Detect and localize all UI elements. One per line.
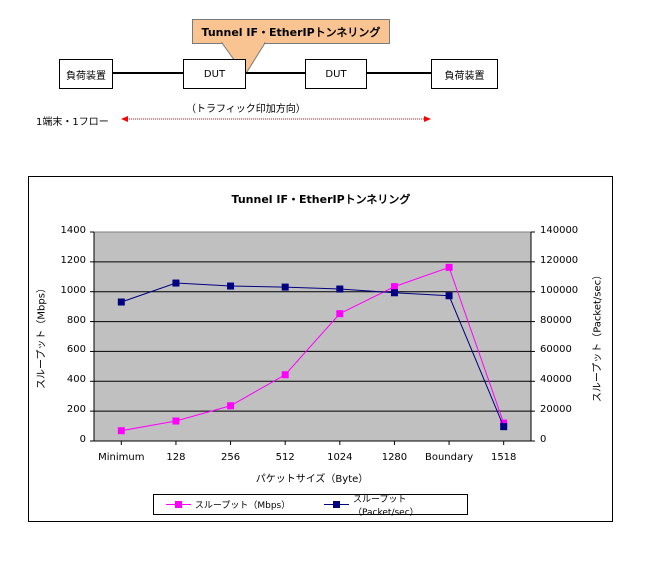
y-tick-label: 800 [66, 314, 86, 326]
box-label: DUT [325, 68, 347, 80]
y-tick-label: 600 [66, 344, 86, 356]
data-point-marker [445, 263, 453, 271]
data-point-marker [117, 427, 125, 435]
data-point-marker [336, 310, 344, 318]
y2-tick-label: 20000 [540, 404, 572, 416]
data-point-marker [172, 417, 180, 425]
y2-tick-label: 80000 [540, 314, 572, 326]
load-device-right: 負荷装置 [431, 59, 498, 89]
series-line-1 [121, 282, 505, 427]
legend-item-mbps: スループット（Mbps） [166, 498, 291, 511]
dut-box-2: DUT [305, 59, 367, 89]
box-label: DUT [203, 68, 226, 80]
data-point-marker [390, 289, 398, 297]
legend-label-mbps: スループット（Mbps） [194, 501, 291, 511]
y2-tick-label: 100000 [540, 284, 579, 296]
y-axis-label: スループット（Mbps） [36, 283, 48, 389]
legend-item-pps: スループット（Packet/sec） [324, 492, 467, 518]
series-line-0 [121, 266, 505, 432]
data-point-marker [227, 282, 235, 290]
direction-label: （トラフィック印加方向） [186, 104, 306, 115]
box-label: 負荷装置 [66, 70, 106, 82]
x-tick-label: 512 [275, 452, 295, 463]
x-tick-label: 1518 [490, 452, 517, 463]
chart-title: Tunnel IF・EtherIPトンネリング [0, 191, 650, 207]
y-tick-label: 400 [66, 374, 86, 386]
legend-line-pps [324, 501, 349, 508]
box-label: 負荷装置 [444, 70, 485, 82]
y2-axis-label: スループット（Packet/sec） [592, 269, 604, 403]
x-tick-label: 1024 [327, 452, 353, 463]
data-point-marker [281, 371, 289, 379]
y-tick-label: 1000 [60, 284, 86, 296]
data-point-marker [390, 283, 398, 291]
x-tick-label: Minimum [98, 452, 145, 463]
data-point-marker [500, 419, 508, 427]
data-point-marker [281, 283, 289, 291]
callout-label: Tunnel IF・EtherIPトンネリング [192, 19, 390, 44]
square-marker-icon [175, 501, 182, 508]
dut-box-1: DUT [183, 59, 246, 89]
legend-label-pps: スループット（Packet/sec） [353, 494, 419, 518]
chart-title-text: Tunnel IF・EtherIPトンネリング [231, 193, 411, 206]
square-marker-icon [333, 501, 341, 508]
data-point-marker [445, 292, 453, 300]
x-tick-label: 256 [221, 452, 241, 463]
y2-tick-label: 60000 [540, 344, 572, 356]
flow-label: 1端末・1フロー [36, 117, 109, 128]
y2-tick-label: 40000 [540, 374, 572, 386]
y-tick-label: 200 [66, 404, 86, 416]
y-tick-label: 1200 [60, 254, 86, 266]
load-device-left: 負荷装置 [59, 59, 113, 89]
y-tick-label: 1400 [60, 225, 86, 236]
data-point-marker [227, 402, 235, 410]
y-tick-label: 0 [79, 434, 86, 445]
data-point-marker [117, 298, 125, 306]
legend-line-mbps [166, 501, 191, 508]
x-tick-label: 128 [166, 452, 186, 463]
y2-tick-label: 0 [540, 434, 547, 445]
x-tick-label: 1280 [381, 452, 408, 463]
y2-tick-label: 140000 [540, 225, 579, 236]
y2-tick-label: 120000 [540, 254, 579, 266]
data-point-marker [172, 279, 180, 287]
callout-text: Tunnel IF・EtherIPトンネリング [201, 25, 381, 39]
data-point-marker [336, 285, 344, 293]
data-point-marker [500, 423, 508, 431]
chart-legend: スループット（Mbps） スループット（Packet/sec） [153, 492, 468, 518]
x-tick-label: Boundary [424, 452, 474, 463]
x-axis-label: パケットサイズ（Byte） [255, 474, 369, 485]
